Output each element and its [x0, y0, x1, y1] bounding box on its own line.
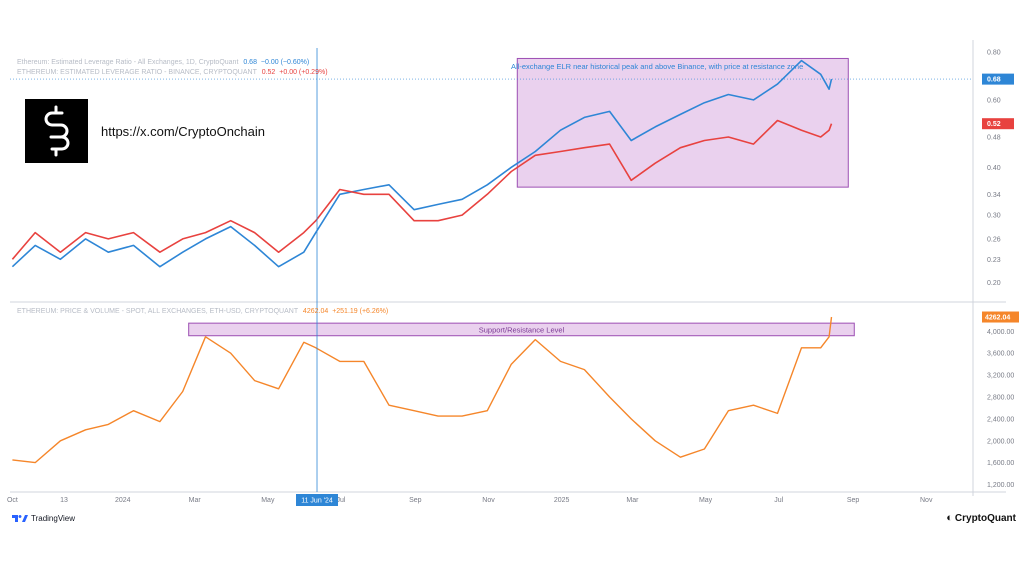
crosshair-date-bg — [296, 494, 339, 506]
legend-price: ETHEREUM: PRICE & VOLUME - SPOT, ALL EXC… — [17, 308, 388, 315]
elr-binance-line — [11, 119, 833, 260]
bottom-axis-tick-0: 4,000.00 — [987, 329, 1014, 336]
bottom-axis-tick-1: 3,600.00 — [987, 351, 1014, 358]
bottom-axis-tick-7: 1,200.00 — [987, 482, 1014, 489]
top-axis-tick-7: 0.30 — [987, 213, 1001, 220]
cryptoquant-brand: ◐ CryptoQuant — [946, 512, 1016, 524]
legend-price-value: 4262.04 — [302, 308, 329, 315]
tradingview-brand: TradingView — [12, 513, 75, 523]
top-axis-tick-2: 0.60 — [987, 97, 1001, 104]
annotation-top: All-exchange ELR near historical peak an… — [511, 62, 804, 71]
x-axis-tick-11: Jul — [774, 497, 783, 504]
x-axis-tick-6: Sep — [409, 497, 422, 504]
legend-price-name: ETHEREUM: PRICE & VOLUME - SPOT, ALL EXC… — [17, 308, 298, 315]
x-axis-tick-3: Mar — [189, 497, 202, 504]
top-axis-tick-4: 0.48 — [987, 134, 1001, 141]
brand-logo — [25, 99, 88, 163]
top-axis-tick-8: 0.26 — [987, 236, 1001, 243]
x-axis-tick-8: 2025 — [554, 497, 570, 504]
legend-price-change: +251.19 (+6.26%) — [332, 308, 389, 315]
bottom-axis-tick-2: 3,200.00 — [987, 373, 1014, 380]
source-url: https://x.com/CryptoOnchain — [101, 124, 266, 139]
cryptoquant-logo-icon: ◐ — [946, 512, 953, 524]
x-axis-tick-9: Mar — [626, 497, 639, 504]
tradingview-logo-icon — [12, 515, 28, 522]
x-axis-tick-1: 13 — [60, 497, 68, 504]
legend-elr-binance-value: 0.52 — [261, 69, 276, 76]
x-axis-tick-4: May — [261, 497, 275, 504]
top-axis-tick-9: 0.23 — [987, 257, 1001, 264]
legend-elr-all: Ethereum: Estimated Leverage Ratio - All… — [17, 59, 309, 66]
elr-all-last-label-bg — [982, 73, 1014, 85]
x-axis-tick-12: Sep — [847, 497, 860, 504]
bottom-axis-tick-5: 2,000.00 — [987, 438, 1014, 445]
legend-elr-binance: ETHEREUM: ESTIMATED LEVERAGE RATIO - BIN… — [17, 69, 328, 76]
elr-binance-last-label: 0.52 — [987, 121, 1001, 128]
tradingview-label: TradingView — [31, 514, 76, 523]
x-axis-tick-5: Jul — [337, 497, 346, 504]
legend-elr-all-name: Ethereum: Estimated Leverage Ratio - All… — [17, 59, 239, 66]
price-last-label: 4262.04 — [985, 315, 1010, 322]
chain-link-icon — [44, 105, 70, 157]
support-resistance-label: Support/Resistance Level — [479, 325, 565, 334]
support-resistance-zone — [188, 322, 855, 337]
x-axis-tick-13: Nov — [920, 497, 933, 504]
x-axis-tick-7: Nov — [482, 497, 495, 504]
top-axis-tick-0: 0.80 — [987, 50, 1001, 57]
bottom-axis-tick-6: 1,600.00 — [987, 460, 1014, 467]
top-axis-tick-6: 0.34 — [987, 192, 1001, 199]
top-axis-tick-10: 0.20 — [987, 280, 1001, 287]
cryptoquant-label: CryptoQuant — [954, 513, 1016, 524]
elr-all-line — [11, 59, 833, 268]
legend-elr-all-value: 0.68 — [243, 59, 257, 66]
top-axis-tick-5: 0.40 — [987, 165, 1001, 172]
x-axis-tick-2: 2024 — [115, 497, 131, 504]
bottom-axis-tick-3: 2,800.00 — [987, 395, 1014, 402]
legend-elr-binance-name: ETHEREUM: ESTIMATED LEVERAGE RATIO - BIN… — [17, 69, 257, 76]
bottom-axis-tick-4: 2,400.00 — [987, 416, 1014, 423]
eth-price-line — [12, 316, 833, 464]
legend-elr-binance-change: +0.00 (+0.29%) — [279, 69, 328, 76]
x-axis-tick-0: Oct — [7, 497, 18, 504]
price-last-label-bg — [982, 311, 1019, 323]
crosshair-date-label: 11 Jun '24 — [301, 498, 333, 505]
highlight-zone-top — [516, 57, 849, 188]
legend-elr-all-change: −0.00 (−0.60%) — [260, 59, 310, 66]
elr-binance-last-label-bg — [982, 118, 1014, 130]
elr-all-last-label: 0.68 — [987, 77, 1001, 84]
x-axis-tick-10: May — [699, 497, 713, 504]
